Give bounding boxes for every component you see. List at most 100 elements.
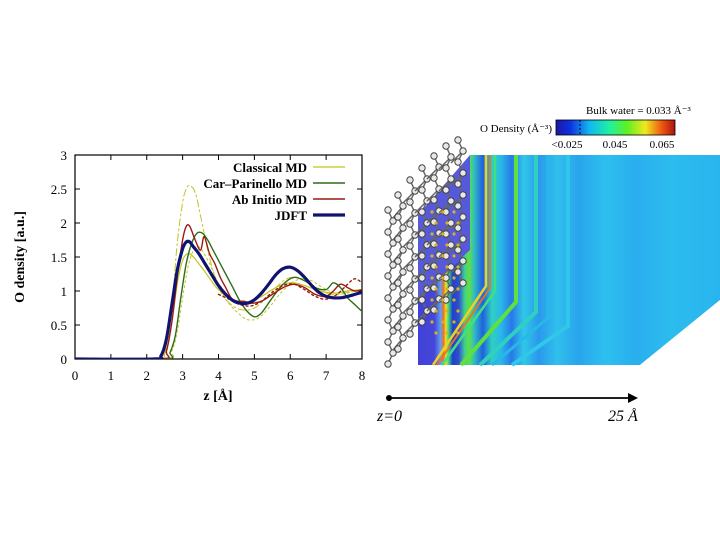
- oxygen-dot: [452, 320, 456, 324]
- density-stripe: [459, 155, 518, 367]
- carbon-atom: [454, 180, 462, 188]
- carbon-atom: [418, 252, 426, 260]
- carbon-atom: [384, 294, 392, 302]
- series-line: [217, 278, 362, 307]
- carbon-atom: [394, 323, 402, 331]
- carbon-atom: [406, 264, 414, 272]
- carbon-atom: [399, 334, 407, 342]
- colorbar-gradient: [555, 119, 676, 136]
- y-tick-label: 1: [61, 284, 68, 299]
- carbon-atom: [418, 186, 426, 194]
- series-line: [75, 239, 362, 359]
- y-tick-label: 0: [61, 352, 68, 367]
- carbon-atom: [454, 202, 462, 210]
- oxygen-dot: [441, 232, 445, 236]
- carbon-atom: [406, 176, 414, 184]
- arrow-start-label: z=0: [376, 408, 402, 425]
- carbon-atom: [459, 213, 467, 221]
- y-tick-label: 1.5: [51, 250, 67, 265]
- oxygen-dot: [430, 254, 434, 258]
- carbon-atom: [399, 246, 407, 254]
- carbon-atom: [418, 318, 426, 326]
- legend-label: Classical MD: [233, 160, 307, 175]
- carbon-atom: [384, 272, 392, 280]
- carbon-atom: [447, 219, 455, 227]
- carbon-atom: [394, 257, 402, 265]
- oxygen-dot: [441, 276, 445, 280]
- oxygen-dot: [441, 298, 445, 302]
- x-tick-label: 7: [323, 368, 330, 383]
- y-tick-label: 2: [61, 216, 68, 231]
- carbon-atom: [459, 279, 467, 287]
- oxygen-dot: [434, 309, 438, 313]
- carbon-atom: [399, 202, 407, 210]
- y-tick-label: 0.5: [51, 318, 67, 333]
- carbon-atom: [454, 246, 462, 254]
- density-stripe: [491, 155, 550, 367]
- oxygen-dot: [452, 210, 456, 214]
- oxygen-dot: [456, 331, 460, 335]
- colorbar-tick-label: 0.065: [650, 139, 675, 151]
- density-stripe: [436, 155, 491, 366]
- oxygen-dot: [434, 265, 438, 269]
- series-layer: [75, 184, 362, 359]
- legend-label: Car–Parinello MD: [203, 176, 307, 191]
- carbon-atom: [406, 220, 414, 228]
- oxygen-dot: [430, 210, 434, 214]
- carbon-atom: [418, 274, 426, 282]
- x-tick-label: 8: [359, 368, 366, 383]
- carbon-atom: [459, 191, 467, 199]
- arrow-end-label: 25 Å: [608, 407, 638, 425]
- carbon-atom: [435, 163, 443, 171]
- x-tick-label: 6: [287, 368, 294, 383]
- oxygen-dot: [445, 221, 449, 225]
- colorbar-title: O Density (Å⁻³): [480, 123, 552, 135]
- x-tick-label: 2: [144, 368, 151, 383]
- carbon-atom: [384, 250, 392, 258]
- carbon-atom: [394, 235, 402, 243]
- carbon-atom: [454, 158, 462, 166]
- legend-label: JDFT: [275, 208, 308, 223]
- carbon-atom: [399, 224, 407, 232]
- carbon-atom: [394, 345, 402, 353]
- oxygen-dot: [430, 276, 434, 280]
- carbon-atom: [418, 230, 426, 238]
- carbon-atom: [447, 241, 455, 249]
- carbon-atom: [459, 147, 467, 155]
- oxygen-dot: [434, 331, 438, 335]
- oxygen-dot: [441, 210, 445, 214]
- carbon-atom: [394, 191, 402, 199]
- carbon-atom: [447, 263, 455, 271]
- carbon-atom: [399, 268, 407, 276]
- carbon-atom: [394, 301, 402, 309]
- carbon-atom: [406, 308, 414, 316]
- carbon-atom: [447, 175, 455, 183]
- carbon-atom: [394, 213, 402, 221]
- oxygen-dot: [445, 265, 449, 269]
- oxygen-dot: [452, 254, 456, 258]
- oxygen-dot: [445, 287, 449, 291]
- slab-edge-mask: [640, 300, 720, 365]
- carbon-atom: [399, 290, 407, 298]
- oxygen-dot: [456, 309, 460, 313]
- carbon-atom: [418, 164, 426, 172]
- carbon-atom: [459, 235, 467, 243]
- graphene-electrode: [384, 136, 467, 368]
- carbon-atom: [394, 279, 402, 287]
- oxygen-dot: [434, 221, 438, 225]
- carbon-atom: [418, 296, 426, 304]
- carbon-atom: [447, 285, 455, 293]
- oxygen-dot: [452, 298, 456, 302]
- carbon-atom: [447, 153, 455, 161]
- carbon-atom: [454, 136, 462, 144]
- x-tick-label: 5: [251, 368, 258, 383]
- legend-label: Ab Initio MD: [232, 192, 307, 207]
- y-tick-label: 2.5: [51, 182, 67, 197]
- carbon-atom: [384, 316, 392, 324]
- carbon-atom: [399, 312, 407, 320]
- oxygen-dot: [445, 309, 449, 313]
- oxygen-dot: [441, 320, 445, 324]
- colorbar-tick-label: 0.045: [603, 139, 628, 151]
